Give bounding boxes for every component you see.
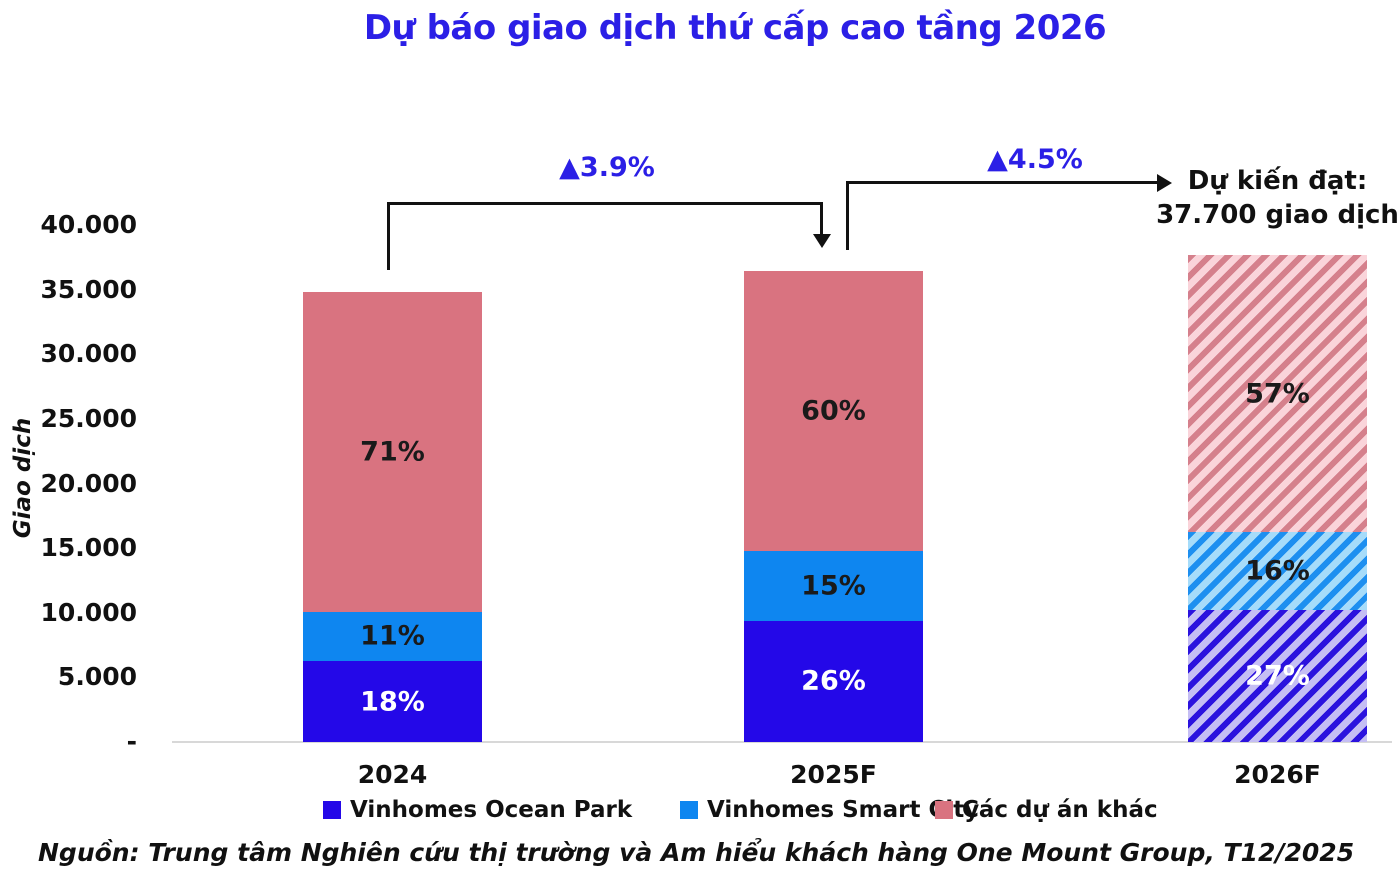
bar-segment-label: 60% [801, 395, 866, 427]
forecast-target-line1: Dự kiến đạt: [1187, 166, 1368, 196]
legend-item: Các dự án khác [935, 797, 1158, 823]
bar-segment [744, 550, 923, 621]
arrowhead-right-icon [1157, 173, 1172, 192]
y-tick-label: 5.000 [57, 662, 137, 692]
bar-segment [303, 611, 482, 662]
arrowhead-down-icon [813, 234, 831, 248]
growth-label-2: ▲4.5% [987, 144, 1083, 175]
forecast-target-note: Dự kiến đạt: 37.700 giao dịch [1155, 164, 1400, 232]
arrow-segment [820, 202, 823, 234]
bar-segment-label: 18% [360, 686, 425, 718]
chart-title: Dự báo giao dịch thứ cấp cao tầng 2026 [363, 8, 1107, 48]
bar-segment [1188, 610, 1367, 742]
bar-segment [1188, 532, 1367, 611]
bar-segment-label: 27% [1245, 660, 1310, 692]
y-tick-label: 30.000 [40, 339, 137, 369]
legend-item: Vinhomes Ocean Park [323, 797, 632, 823]
bar-segment [744, 620, 923, 742]
x-axis-line [172, 741, 1392, 743]
bar-segment [303, 661, 482, 742]
y-tick-label: 10.000 [40, 597, 137, 627]
x-category-label: 2024 [357, 760, 428, 789]
growth-label-1: ▲3.9% [559, 152, 655, 183]
bar-segment-label: 71% [360, 436, 425, 468]
y-tick-label: 20.000 [40, 468, 137, 498]
bar-segment-label: 15% [801, 570, 866, 602]
legend-swatch-icon [323, 801, 341, 819]
legend-item: Vinhomes Smart City [680, 797, 979, 823]
bar-segment-label: 57% [1245, 378, 1310, 410]
bar-segment-label: 11% [360, 620, 425, 652]
arrow-segment [846, 181, 1157, 184]
legend-label: Vinhomes Ocean Park [350, 797, 633, 823]
forecast-target-line2: 37.700 giao dịch [1156, 200, 1399, 230]
y-tick-label: 35.000 [40, 274, 137, 304]
arrow-segment [387, 202, 390, 270]
arrow-segment [387, 202, 823, 205]
bar-segment [1188, 254, 1367, 533]
bar-segment [303, 292, 482, 612]
legend-label: Vinhomes Smart City [707, 797, 980, 823]
y-tick-label: 15.000 [40, 533, 137, 563]
legend-label: Các dự án khác [962, 797, 1158, 823]
y-tick-label: 25.000 [40, 403, 137, 433]
arrow-segment [846, 181, 849, 250]
bar-segment [744, 270, 923, 551]
y-tick-label: 40.000 [40, 210, 137, 239]
bar-segment-label: 16% [1245, 555, 1310, 587]
y-tick-label: - [126, 727, 137, 756]
bar-segment-label: 26% [801, 665, 866, 697]
legend-swatch-icon [935, 801, 953, 819]
x-category-label: 2025F [790, 760, 877, 789]
source-note: Nguồn: Trung tâm Nghiên cứu thị trường v… [38, 838, 1355, 867]
legend-swatch-icon [680, 801, 698, 819]
x-category-label: 2026F [1234, 760, 1321, 789]
